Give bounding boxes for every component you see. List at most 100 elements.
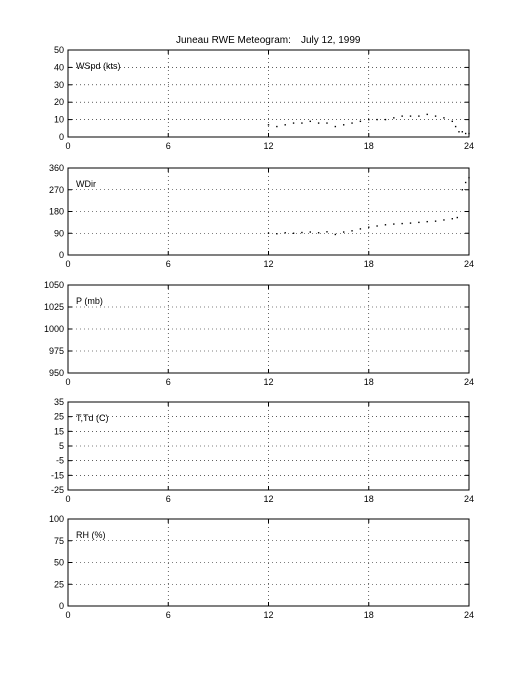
panel-4: 0 6 12 18 24 -25 -15 -5 5 15 25 35 T,Td (C)	[51, 397, 474, 504]
y-tick-label: 90	[54, 228, 64, 238]
data-point	[461, 189, 464, 191]
data-point	[468, 132, 470, 135]
x-tick-label: 12	[263, 610, 273, 620]
data-point	[456, 216, 459, 219]
y-tick-label: -25	[51, 485, 64, 495]
y-tick-label: 75	[54, 536, 64, 546]
data-point	[267, 124, 270, 126]
panel-3: 0 6 12 18 24 950 975 1000 1025 1050 P (mb)	[44, 280, 474, 387]
x-tick-label: 0	[65, 141, 70, 151]
data-point	[384, 224, 387, 226]
y-tick-label: 35	[54, 397, 64, 407]
data-point	[464, 181, 467, 184]
panel-label: RH (%)	[76, 530, 106, 540]
panel-2: 0 6 12 18 24 0 90 180 270 360 WDir	[49, 163, 474, 269]
data-point	[434, 115, 437, 117]
panel-label: WDir	[76, 179, 96, 189]
data-point	[301, 122, 303, 124]
x-tick-label: 24	[464, 141, 474, 151]
panel-5: 0 6 12 18 24 0 25 50 75 100 RH (%)	[49, 514, 474, 620]
data-point	[317, 122, 320, 124]
data-point	[292, 232, 295, 234]
data-point	[351, 230, 353, 232]
y-tick-label: 15	[54, 426, 64, 436]
y-tick-label: 0	[59, 250, 64, 260]
panel-1: 0 6 12 18 24 0 10 20 30 40 50 WSpd (kts)	[54, 45, 474, 151]
y-tick-label: 20	[54, 97, 64, 107]
data-point	[393, 223, 395, 225]
title-station: Juneau RWE Meteogram:	[176, 35, 291, 46]
data-point	[309, 120, 311, 123]
data-point	[401, 222, 403, 225]
data-point	[426, 220, 428, 223]
y-tick-label: 0	[59, 132, 64, 142]
data-point	[451, 120, 453, 123]
x-tick-label: 6	[166, 610, 171, 620]
panel-label: WSpd (kts)	[76, 61, 121, 71]
data-point	[276, 125, 278, 128]
y-tick-label: 270	[49, 185, 64, 195]
x-tick-label: 18	[364, 259, 374, 269]
x-tick-label: 0	[65, 494, 70, 504]
data-point	[443, 219, 445, 221]
data-point	[284, 232, 286, 234]
data-point	[292, 122, 295, 124]
y-tick-label: 975	[49, 346, 64, 356]
x-tick-label: 18	[364, 494, 374, 504]
panel-label: P (mb)	[76, 296, 103, 306]
data-point	[317, 232, 320, 234]
x-tick-label: 6	[166, 494, 171, 504]
x-tick-label: 24	[464, 259, 474, 269]
x-tick-label: 12	[263, 141, 273, 151]
y-tick-label: 40	[54, 62, 64, 72]
data-point	[334, 125, 337, 128]
data-point	[451, 218, 453, 220]
y-tick-label: 25	[54, 412, 64, 422]
data-point	[368, 118, 370, 121]
y-tick-label: 10	[54, 115, 64, 125]
x-tick-label: 24	[464, 494, 474, 504]
data-point	[464, 132, 467, 135]
data-point	[443, 117, 445, 119]
x-tick-label: 24	[464, 610, 474, 620]
y-tick-label: 1050	[44, 280, 64, 290]
data-point	[368, 226, 370, 228]
x-tick-label: 12	[263, 377, 273, 387]
data-point	[393, 117, 395, 119]
y-tick-label: 360	[49, 163, 64, 173]
y-tick-label: 25	[54, 579, 64, 589]
data-point	[326, 231, 328, 233]
data-point	[342, 124, 345, 126]
data-point	[351, 122, 353, 124]
data-point	[418, 115, 420, 117]
x-tick-label: 12	[263, 494, 273, 504]
y-tick-label: 180	[49, 207, 64, 217]
x-tick-label: 12	[263, 259, 273, 269]
panel-label: T,Td (C)	[76, 413, 109, 423]
data-point	[418, 221, 420, 224]
y-tick-label: 50	[54, 45, 64, 55]
y-tick-label: 100	[49, 514, 64, 524]
data-point	[284, 124, 286, 126]
data-point	[276, 233, 278, 235]
data-point	[309, 231, 311, 233]
data-point	[468, 176, 470, 179]
data-point	[401, 115, 403, 117]
plot-frame	[67, 49, 470, 138]
data-point	[334, 233, 337, 236]
y-tick-label: 1025	[44, 302, 64, 312]
x-tick-label: 18	[364, 377, 374, 387]
data-point	[461, 131, 464, 133]
data-point	[359, 120, 362, 123]
x-tick-label: 0	[65, 259, 70, 269]
x-tick-label: 18	[364, 610, 374, 620]
data-point	[326, 122, 328, 124]
data-point	[376, 118, 378, 121]
y-tick-label: -5	[56, 456, 64, 466]
title-date: July 12, 1999	[301, 35, 361, 46]
data-point	[342, 231, 345, 233]
y-tick-label: 0	[59, 601, 64, 611]
data-point	[359, 228, 362, 230]
data-point	[454, 125, 457, 128]
